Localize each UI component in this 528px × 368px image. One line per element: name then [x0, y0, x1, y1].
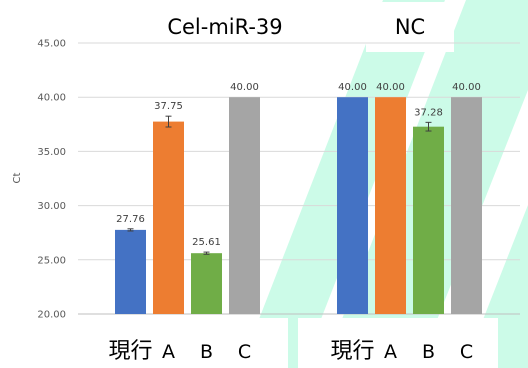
category-label: C [460, 341, 473, 363]
gridlines [78, 42, 520, 315]
y-tick-label: 45.00 [37, 39, 66, 50]
data-labels: 27.76 37.75 25.61 40.00 40.00 40.00 37.28 40.00 [116, 82, 481, 248]
category-label: B [422, 341, 435, 363]
bars [115, 97, 482, 314]
category-label: A [162, 341, 175, 363]
group-title: Cel-miR-39 [167, 15, 282, 39]
y-tick-label: 40.00 [37, 93, 66, 104]
bar [153, 121, 184, 314]
label-backdrop [74, 318, 288, 368]
title-backdrop [130, 2, 320, 52]
y-axis-ticks: 20.00 25.00 30.00 35.00 40.00 45.00 [37, 39, 66, 321]
data-label: 40.00 [376, 82, 405, 93]
y-tick-label: 35.00 [37, 147, 66, 158]
data-label: 27.76 [116, 214, 145, 225]
category-label: C [238, 341, 251, 363]
category-label: A [384, 341, 397, 363]
data-label: 37.28 [414, 107, 443, 118]
category-label: 現行 [330, 339, 374, 364]
bar [375, 97, 406, 314]
label-backdrop [298, 318, 498, 368]
y-tick-label: 25.00 [37, 255, 66, 266]
y-axis-label: Ct [12, 172, 23, 183]
data-label: 25.61 [192, 237, 221, 248]
y-tick-label: 30.00 [37, 201, 66, 212]
group-title: NC [395, 15, 425, 39]
bar [337, 97, 368, 314]
bar [115, 229, 146, 314]
category-labels: 現行 A B C 現行 A B C [108, 339, 473, 364]
category-label: B [200, 341, 213, 363]
data-label: 40.00 [452, 82, 481, 93]
bar [451, 97, 482, 314]
title-backdrop [366, 2, 454, 52]
bar [229, 97, 260, 314]
data-label: 40.00 [338, 82, 367, 93]
data-label: 40.00 [230, 82, 259, 93]
bar [191, 253, 222, 314]
category-label: 現行 [108, 339, 152, 364]
error-bars [127, 115, 432, 255]
group-titles: Cel-miR-39 NC [167, 15, 425, 39]
data-label: 37.75 [154, 101, 183, 112]
y-tick-label: 20.00 [37, 310, 66, 321]
bar [413, 126, 444, 314]
